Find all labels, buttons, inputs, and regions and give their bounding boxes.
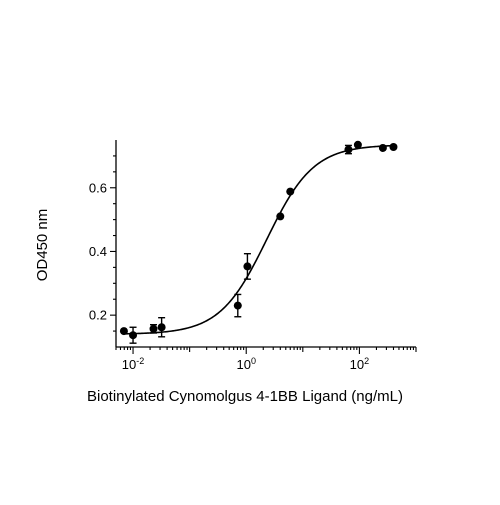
data-point	[157, 323, 166, 332]
x-tick-label: 100	[236, 356, 255, 372]
data-point	[389, 143, 398, 152]
data-point	[129, 331, 138, 340]
fit-curve	[122, 144, 395, 335]
data-point	[378, 143, 387, 152]
data-point	[344, 145, 353, 154]
y-tick-label: 0.6	[89, 180, 107, 195]
x-axis-label: Biotinylated Cynomolgus 4-1BB Ligand (ng…	[87, 388, 403, 405]
data-point	[119, 327, 128, 336]
data-point	[149, 324, 158, 333]
data-point	[276, 212, 285, 221]
x-tick-label: 102	[350, 356, 369, 372]
x-tick-label: 10-2	[122, 356, 144, 372]
y-axis-label: OD450 nm	[34, 209, 51, 282]
data-point	[353, 140, 362, 149]
axes: 0.2 0.4 0.6 10-2 100 102	[89, 140, 417, 372]
data-point	[233, 301, 242, 310]
data-point	[286, 187, 295, 196]
data-point	[243, 262, 252, 271]
y-tick-label: 0.2	[89, 308, 107, 323]
y-tick-label: 0.4	[89, 244, 107, 259]
fit-curve-layer	[122, 144, 395, 335]
data-points-layer	[119, 140, 398, 344]
